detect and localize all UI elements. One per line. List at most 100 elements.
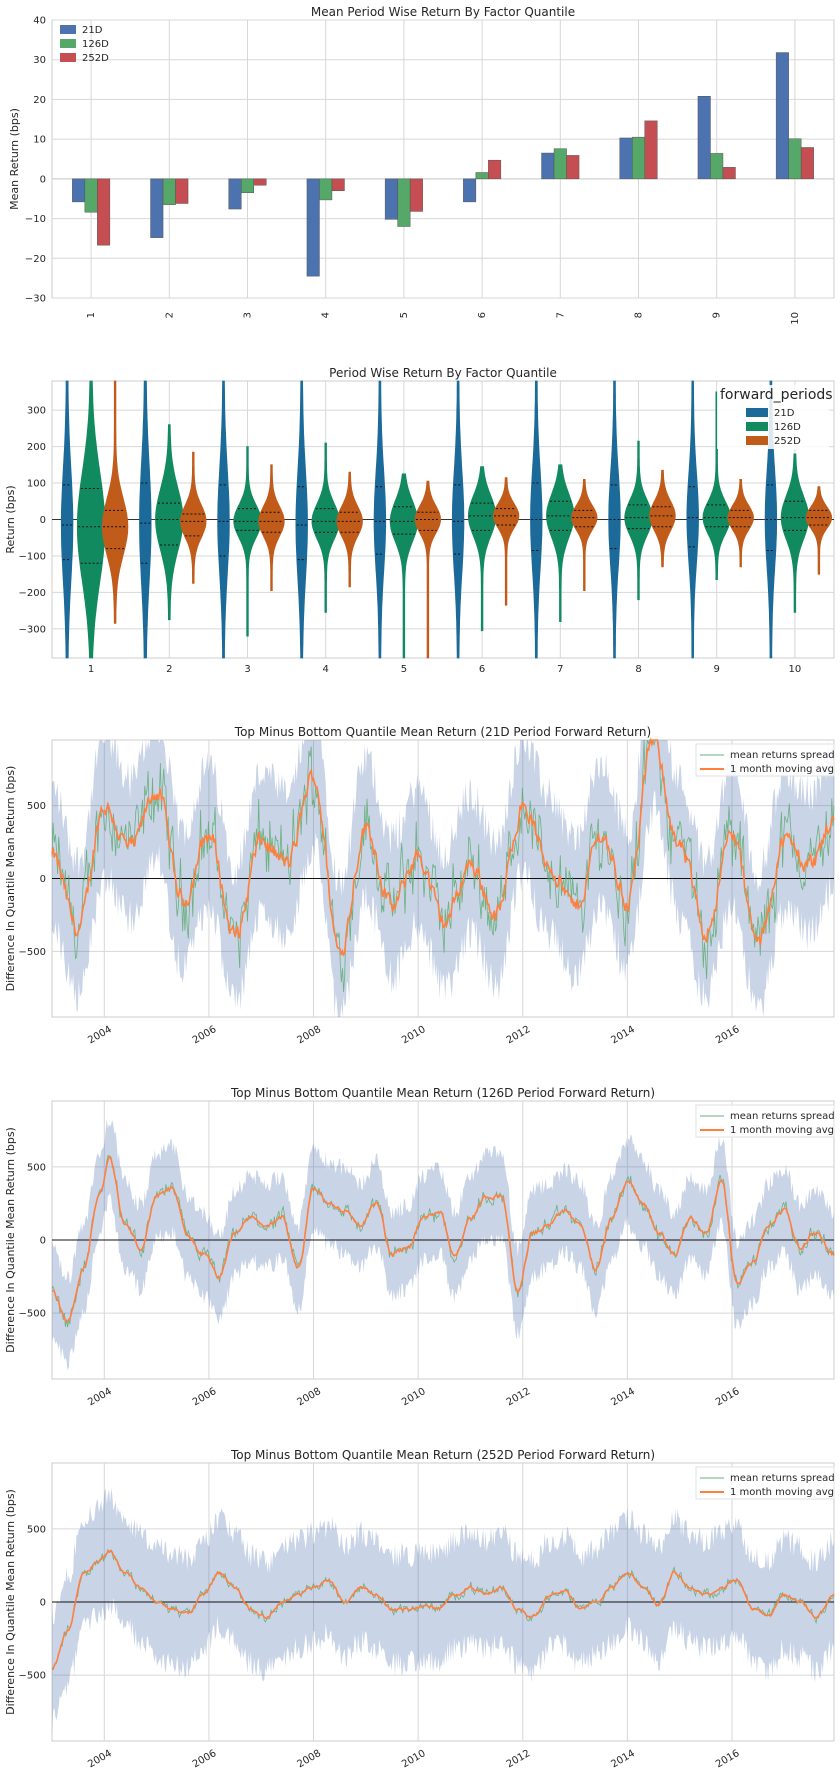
ytick-label: 30 [33,55,46,66]
legend-label-mean-returns-spread: mean returns spread [730,1111,835,1122]
violin-21D-q6 [451,380,465,659]
violin-126D-q4 [311,442,340,613]
ytick-label: 300 [27,406,46,417]
std-band [52,1118,834,1371]
violin-21D-q5 [373,380,387,659]
chart-title: Top Minus Bottom Quantile Mean Return (2… [230,1448,655,1462]
legend-label-moving-avg: 1 month moving avg [730,1487,834,1498]
ytick-label: 10 [33,135,46,146]
xtick-label: 4 [321,312,332,318]
xtick-label: 2010 [400,1748,428,1770]
ytick-label: 0 [40,515,46,526]
ytick-label: −500 [19,947,46,958]
bar-21D-q3 [228,178,242,210]
ytick-label: −500 [19,1671,46,1682]
violin-21D-q9 [686,380,699,659]
xtick-label: 2012 [505,1748,533,1770]
violin-21D-q4 [295,380,308,659]
xtick-label: 8 [635,664,641,675]
y-axis-label: Difference In Quantile Mean Return (bps) [4,1489,17,1715]
y-axis-label: Difference In Quantile Mean Return (bps) [4,766,17,992]
ytick-label: 100 [27,479,46,490]
bar-252D-q3 [253,178,267,186]
legend-label-21D: 21D [82,25,103,36]
xtick-label: 2008 [295,1386,323,1408]
legend-label-mean-returns-spread: mean returns spread [730,1473,835,1484]
xtick-label: 8 [634,312,645,318]
xtick-label: 5 [401,664,407,675]
bar-252D-q2 [175,178,189,204]
bar-126D-q9 [710,153,724,180]
violin-126D-q2 [155,424,184,621]
xtick-label: 2012 [505,1386,533,1408]
line-mean-returns-spread [51,1155,835,1328]
violin-252D-q5 [414,480,442,659]
legend-label-21D: 21D [774,408,795,419]
xtick-label: 2012 [505,1024,533,1046]
ytick-label: −10 [25,214,46,225]
bar-21D-q1 [72,178,86,203]
line-mean-returns-spread [51,738,835,993]
legend-box [695,1466,835,1500]
legend-label-252D: 252D [82,53,109,64]
violin-126D-q5 [389,473,419,659]
violin-126D-q6 [467,466,497,632]
xtick-label: 2006 [191,1748,219,1770]
bar-126D-q5 [397,178,411,227]
violin-126D-q1 [76,380,106,659]
ytick-label: −100 [19,551,46,562]
bar-126D-q2 [162,178,176,205]
bar-21D-q7 [541,152,555,180]
bar-21D-q6 [463,178,477,203]
bar-252D-q5 [409,178,423,212]
xtick-label: 2016 [714,1386,742,1408]
xtick-label: 2010 [400,1024,428,1046]
ytick-label: 0 [40,1598,46,1609]
xtick-label: 2 [166,664,172,675]
y-axis-label: Mean Return (bps) [8,108,21,210]
ytick-label: 500 [27,801,46,812]
line-1-month-moving-avg [51,1156,835,1323]
xtick-label: 3 [243,312,254,318]
xtick-label: 2014 [609,1748,637,1770]
xtick-label: 5 [399,312,410,318]
bar-252D-q7 [566,155,580,180]
violin-21D-q2 [139,380,152,659]
xtick-label: 7 [557,664,563,675]
xtick-label: 7 [555,312,566,318]
xtick-label: 2014 [609,1024,637,1046]
legend-swatch-21D [746,408,768,417]
ytick-label: 500 [27,1524,46,1535]
bar-252D-q4 [331,178,345,192]
panel-spread-2: −500 0 500 2004 2006 2008 2010 2012 2014 2016 Top … [4,725,835,1046]
bar-126D-q10 [788,138,802,180]
xtick-label: 2004 [86,1748,114,1770]
violin-126D-q10 [780,453,810,613]
xtick-label: 2006 [191,1024,219,1046]
bar-252D-q9 [722,167,736,180]
violin-252D-q9 [727,479,754,568]
bar-252D-q8 [644,120,658,180]
ytick-label: 200 [27,442,46,453]
violin-252D-q8 [649,469,676,568]
legend-box [717,385,829,449]
violin-252D-q4 [336,471,363,588]
xtick-label: 2016 [714,1748,742,1770]
chart-title: Top Minus Bottom Quantile Mean Return (2… [234,725,651,739]
legend-label-moving-avg: 1 month moving avg [730,764,834,775]
xtick-label: 10 [790,312,801,325]
legend-box [695,1104,835,1138]
panel-spread-4: −500 0 500 2004 2006 2008 2010 2012 2014 2016 Top … [4,1448,835,1770]
xtick-label: 10 [789,664,802,675]
legend-label-126D: 126D [774,422,801,433]
xtick-label: 9 [714,664,720,675]
violin-252D-q7 [571,479,598,591]
panel-spread-3: −500 0 500 2004 2006 2008 2010 2012 2014 2016 Top … [4,1086,835,1408]
legend-swatch-252D [746,436,768,445]
xtick-label: 6 [479,664,485,675]
legend-title: forward_periods [720,387,833,403]
legend-swatch-126D [746,422,768,431]
xtick-label: 9 [712,312,723,318]
violin-252D-q3 [258,464,285,591]
